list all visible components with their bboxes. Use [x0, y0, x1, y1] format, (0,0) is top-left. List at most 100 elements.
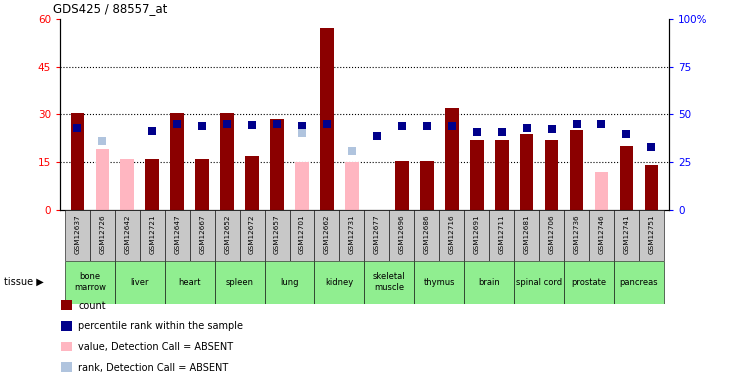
Bar	[71, 113, 84, 210]
Point	[72, 125, 83, 131]
Point	[246, 122, 258, 128]
Bar	[495, 140, 509, 210]
Bar	[320, 28, 334, 210]
Point	[296, 129, 308, 135]
Bar	[65, 261, 115, 304]
Text: GSM12751: GSM12751	[648, 214, 654, 254]
Point	[571, 121, 583, 127]
Text: skeletal
muscle: skeletal muscle	[373, 273, 406, 292]
Text: GSM12691: GSM12691	[474, 214, 480, 254]
Bar	[464, 261, 514, 304]
Bar	[564, 210, 589, 261]
Bar	[645, 165, 658, 210]
Bar	[414, 210, 439, 261]
Text: GSM12657: GSM12657	[274, 214, 280, 254]
Point	[346, 148, 357, 154]
Text: GSM12662: GSM12662	[324, 214, 330, 254]
Text: value, Detection Call = ABSENT: value, Detection Call = ABSENT	[78, 342, 233, 352]
Text: prostate: prostate	[572, 278, 607, 286]
Point	[321, 121, 333, 127]
Point	[146, 128, 158, 134]
Text: GSM12696: GSM12696	[399, 214, 405, 254]
Bar	[569, 130, 583, 210]
Text: GSM12711: GSM12711	[499, 214, 504, 254]
Bar	[96, 149, 109, 210]
Text: GSM12706: GSM12706	[548, 214, 555, 254]
Text: GSM12652: GSM12652	[224, 214, 230, 254]
Text: GSM12642: GSM12642	[124, 214, 130, 254]
Text: GSM12677: GSM12677	[374, 214, 380, 254]
Text: liver: liver	[131, 278, 149, 286]
Point	[271, 121, 283, 127]
Text: GSM12741: GSM12741	[624, 214, 629, 254]
Text: GSM12681: GSM12681	[523, 214, 530, 254]
Point	[596, 121, 607, 127]
Point	[371, 134, 383, 140]
Bar	[345, 162, 359, 210]
Bar	[170, 113, 184, 210]
Text: GSM12701: GSM12701	[299, 214, 305, 254]
Bar	[339, 210, 364, 261]
Point	[396, 123, 408, 129]
Text: brain: brain	[478, 278, 500, 286]
Bar	[295, 162, 309, 210]
Bar	[314, 210, 339, 261]
Bar	[564, 261, 614, 304]
Bar	[220, 113, 234, 210]
Text: heart: heart	[178, 278, 201, 286]
Bar	[265, 261, 314, 304]
Bar	[115, 210, 140, 261]
Text: thymus: thymus	[423, 278, 455, 286]
Bar	[245, 156, 259, 210]
Bar	[594, 172, 608, 210]
Bar	[215, 210, 240, 261]
Bar	[395, 160, 409, 210]
Text: GSM12667: GSM12667	[199, 214, 205, 254]
Text: GSM12672: GSM12672	[249, 214, 255, 254]
Bar	[439, 210, 464, 261]
Text: kidney: kidney	[325, 278, 354, 286]
Text: GDS425 / 88557_at: GDS425 / 88557_at	[53, 2, 167, 15]
Bar	[614, 210, 639, 261]
Bar	[614, 261, 664, 304]
Text: count: count	[78, 301, 106, 310]
Bar	[489, 210, 514, 261]
Text: percentile rank within the sample: percentile rank within the sample	[78, 321, 243, 331]
Point	[645, 144, 657, 150]
Bar	[620, 146, 633, 210]
Text: rank, Detection Call = ABSENT: rank, Detection Call = ABSENT	[78, 363, 229, 372]
Point	[96, 138, 108, 144]
Bar	[195, 159, 209, 210]
Text: GSM12716: GSM12716	[449, 214, 455, 254]
Bar	[520, 134, 534, 210]
Bar	[414, 261, 464, 304]
Bar	[289, 210, 314, 261]
Bar	[589, 210, 614, 261]
Bar	[314, 261, 364, 304]
Point	[221, 121, 233, 127]
Bar	[115, 261, 164, 304]
Text: lung: lung	[280, 278, 299, 286]
Bar	[470, 140, 484, 210]
Bar	[121, 159, 135, 210]
Bar	[140, 210, 164, 261]
Text: GSM12746: GSM12746	[599, 214, 605, 254]
Text: GSM12736: GSM12736	[574, 214, 580, 254]
Bar	[545, 140, 558, 210]
Point	[471, 129, 482, 135]
Point	[446, 123, 458, 129]
Text: GSM12637: GSM12637	[75, 214, 80, 254]
Text: bone
marrow: bone marrow	[74, 273, 106, 292]
Point	[171, 121, 183, 127]
Bar	[390, 210, 414, 261]
Bar	[145, 159, 159, 210]
Bar	[65, 210, 90, 261]
Bar	[164, 210, 190, 261]
Text: tissue ▶: tissue ▶	[4, 277, 43, 287]
Text: spinal cord: spinal cord	[516, 278, 562, 286]
Bar	[90, 210, 115, 261]
Text: GSM12686: GSM12686	[424, 214, 430, 254]
Point	[296, 123, 308, 129]
Point	[520, 125, 532, 131]
Text: pancreas: pancreas	[620, 278, 658, 286]
